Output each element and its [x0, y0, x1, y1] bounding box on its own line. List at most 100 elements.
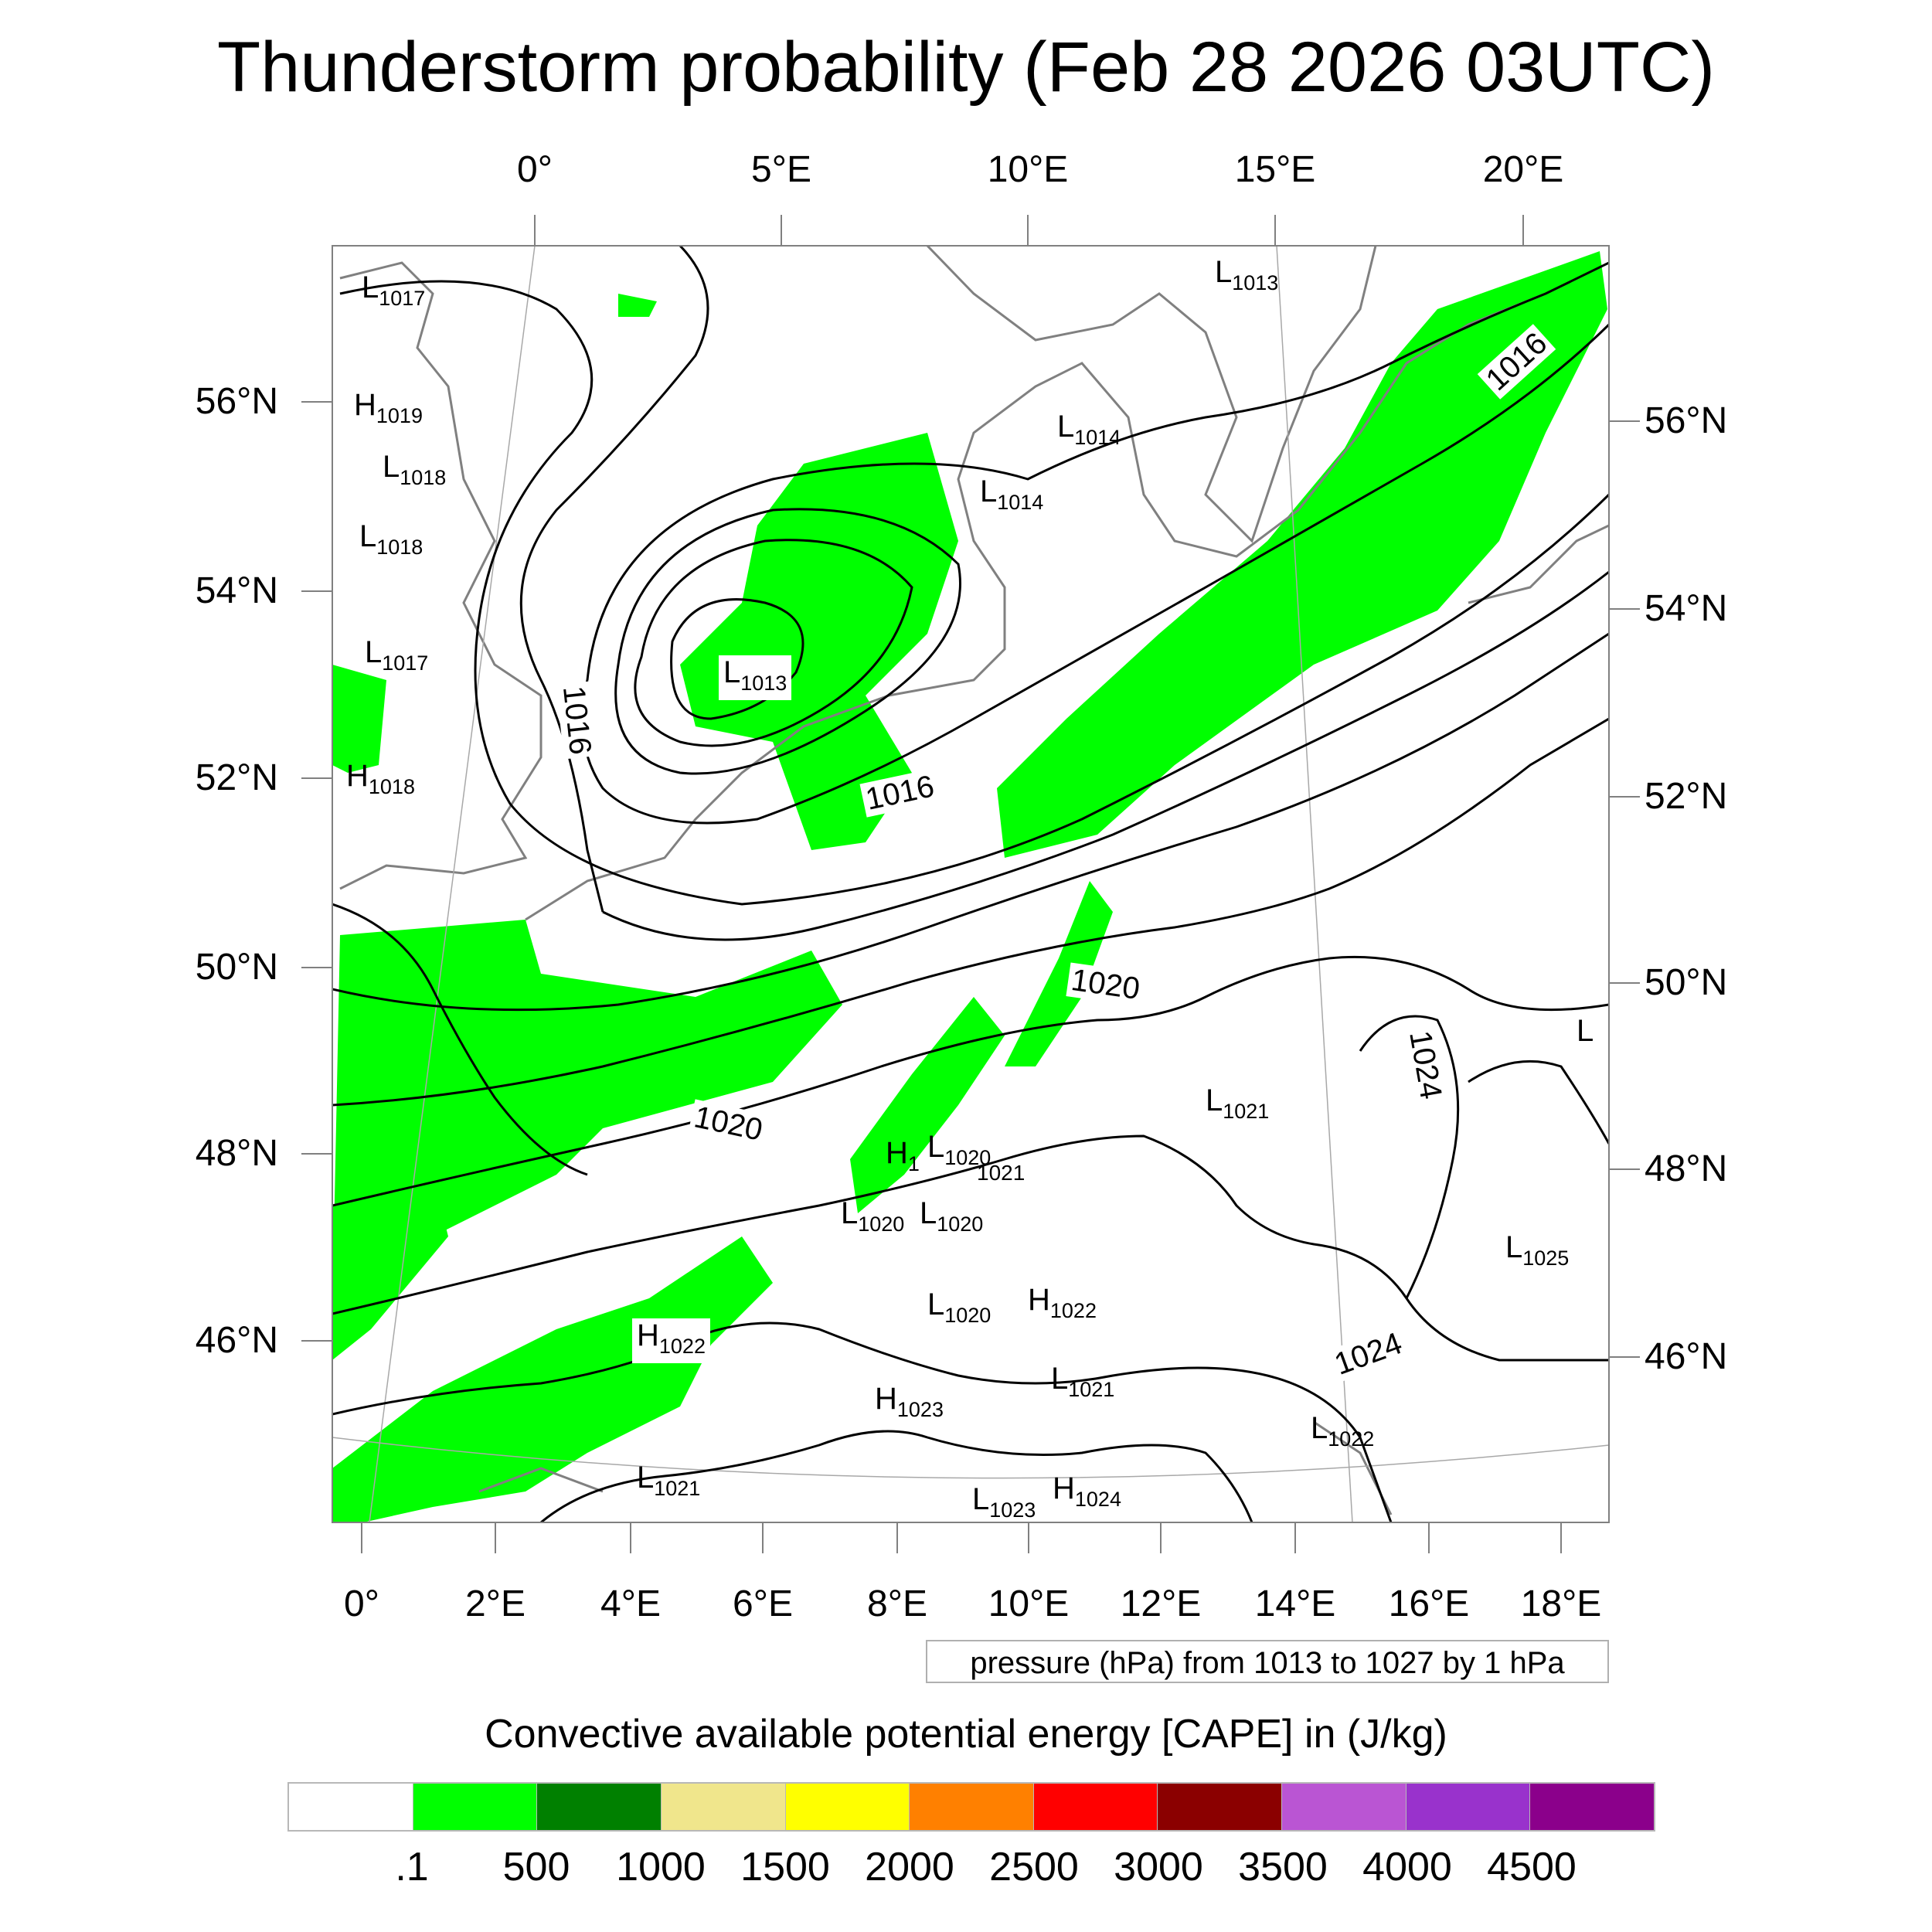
- pressure-center-label: L1025: [1505, 1230, 1570, 1270]
- colorbar-swatch: [1405, 1784, 1530, 1830]
- right-tick-label: 54°N: [1645, 588, 1728, 629]
- colorbar: [287, 1782, 1655, 1832]
- colorbar-swatch: [536, 1784, 661, 1830]
- pressure-center-label: L1013: [719, 655, 792, 700]
- cape-area-central-east: [1005, 881, 1113, 1066]
- isobar-1020: [332, 717, 1609, 1107]
- coastline-continent: [525, 292, 1546, 921]
- right-tick-label: 50°N: [1645, 962, 1728, 1003]
- coastline-mediterranean: [478, 1467, 604, 1493]
- cape-area-uk-south: [332, 665, 386, 773]
- left-tick-label: 54°N: [195, 570, 278, 611]
- axis-tick-marks: [301, 215, 1640, 1553]
- isobar-west: [332, 903, 588, 1176]
- colorbar-swatch: [1529, 1784, 1655, 1830]
- pressure-center-label: L1018: [383, 450, 447, 489]
- isobar-1023: [332, 1321, 1393, 1522]
- pressure-center-label: H1023: [875, 1382, 944, 1421]
- map-title: Thunderstorm probability (Feb 28 2026 03…: [216, 28, 1716, 107]
- pressure-center-label: L1020: [841, 1196, 905, 1236]
- cape-area-france-west: [332, 1175, 448, 1360]
- right-tick-label: 52°N: [1645, 776, 1728, 817]
- bottom-tick-label: 14°E: [1254, 1583, 1336, 1624]
- graticule: [332, 246, 1609, 1522]
- isobar-1016: [580, 261, 1609, 825]
- pressure-center-label: L1013: [1215, 255, 1279, 294]
- isobar-1024-east: [1359, 1015, 1460, 1299]
- colorbar-swatch: [412, 1784, 537, 1830]
- coastlines: [339, 246, 1609, 1515]
- pressure-center-label: H1018: [346, 759, 415, 798]
- isobar-label: 1021: [977, 1161, 1026, 1185]
- colorbar-tick-label: 1500: [740, 1845, 830, 1889]
- cape-area-baltic-band: [997, 251, 1607, 858]
- cape-fill-areas: [332, 251, 1607, 1522]
- top-tick-label: 0°: [517, 149, 553, 190]
- left-tick-label: 52°N: [195, 757, 278, 798]
- pressure-center-label: L1017: [362, 270, 426, 310]
- top-tick-label: 10°E: [987, 149, 1069, 190]
- colorbar-tick-label: 2000: [865, 1845, 954, 1889]
- pressure-center-label: H1022: [632, 1318, 710, 1363]
- left-tick-label: 46°N: [195, 1320, 278, 1361]
- isobar-1017: [339, 280, 1609, 906]
- colorbar-swatch: [784, 1784, 910, 1830]
- colorbar-tick-label: 500: [502, 1845, 570, 1889]
- pressure-center-label: L1022: [1311, 1411, 1375, 1451]
- cape-area-north-sea: [680, 433, 958, 850]
- colorbar-tick-label: 3000: [1114, 1845, 1203, 1889]
- colorbar-swatch: [1032, 1784, 1158, 1830]
- cape-area-germany-south: [850, 997, 1005, 1213]
- bottom-tick-label: 16°E: [1388, 1583, 1470, 1624]
- pressure-center-label: L: [1577, 1014, 1594, 1048]
- colorbar-swatch: [1157, 1784, 1282, 1830]
- pressure-center-label: H1: [886, 1136, 920, 1175]
- isobars: [332, 246, 1609, 1522]
- coastline-baltic-east: [1468, 524, 1609, 604]
- isobar-1014: [634, 539, 913, 747]
- pressure-center-label: L1021: [637, 1461, 701, 1500]
- pressure-center-label: H1019: [354, 388, 423, 427]
- pressure-center-label: H1024: [1053, 1471, 1121, 1511]
- cape-area-alps-southwest: [332, 1236, 773, 1522]
- bottom-tick-label: 8°E: [867, 1583, 927, 1624]
- pressure-center-label: L1014: [980, 474, 1044, 514]
- isobar-1021: [332, 955, 1609, 1207]
- isobar-1013-inner: [670, 598, 804, 720]
- left-tick-label: 56°N: [195, 381, 278, 422]
- colorbar-tick-label: 3500: [1238, 1845, 1328, 1889]
- plot-frame: [332, 245, 1610, 1523]
- pressure-center-label: L1023: [972, 1482, 1036, 1522]
- pressure-center-label: L1014: [1057, 410, 1121, 449]
- isobar-1024: [540, 1430, 1253, 1522]
- bottom-tick-label: 0°: [344, 1583, 379, 1624]
- top-tick-label: 5°E: [751, 149, 811, 190]
- isobar-1025-east: [1468, 1060, 1609, 1145]
- cape-area-uk-north: [618, 294, 657, 317]
- coastline-britain: [339, 261, 543, 890]
- colorbar-tick-label: .1: [395, 1845, 429, 1889]
- colorbar-tick-label: 4500: [1487, 1845, 1577, 1889]
- bottom-tick-label: 18°E: [1520, 1583, 1602, 1624]
- left-tick-label: 50°N: [195, 947, 278, 988]
- bottom-tick-label: 12°E: [1120, 1583, 1202, 1624]
- pressure-center-label: H1022: [1028, 1283, 1097, 1322]
- top-tick-label: 20°E: [1482, 149, 1564, 190]
- colorbar-tick-label: 2500: [989, 1845, 1079, 1889]
- cape-area-france-band: [332, 920, 842, 1314]
- bottom-tick-label: 4°E: [600, 1583, 661, 1624]
- colorbar-swatch: [289, 1784, 413, 1830]
- pressure-center-label: L1017: [365, 635, 429, 675]
- coastline-scandinavia: [926, 246, 1377, 543]
- right-tick-label: 56°N: [1645, 400, 1728, 441]
- contour-info-box: pressure (hPa) from 1013 to 1027 by 1 hP…: [926, 1640, 1609, 1683]
- pressure-center-label: L1018: [359, 519, 423, 559]
- isobar-1022: [332, 1134, 1609, 1362]
- bottom-tick-label: 6°E: [733, 1583, 793, 1624]
- top-tick-label: 15°E: [1234, 149, 1316, 190]
- pressure-center-label: L1021: [1051, 1362, 1115, 1401]
- right-tick-label: 48°N: [1645, 1148, 1728, 1189]
- isobar-1015: [614, 508, 961, 775]
- right-tick-label: 46°N: [1645, 1336, 1728, 1377]
- pressure-center-label: L1021: [1206, 1083, 1270, 1123]
